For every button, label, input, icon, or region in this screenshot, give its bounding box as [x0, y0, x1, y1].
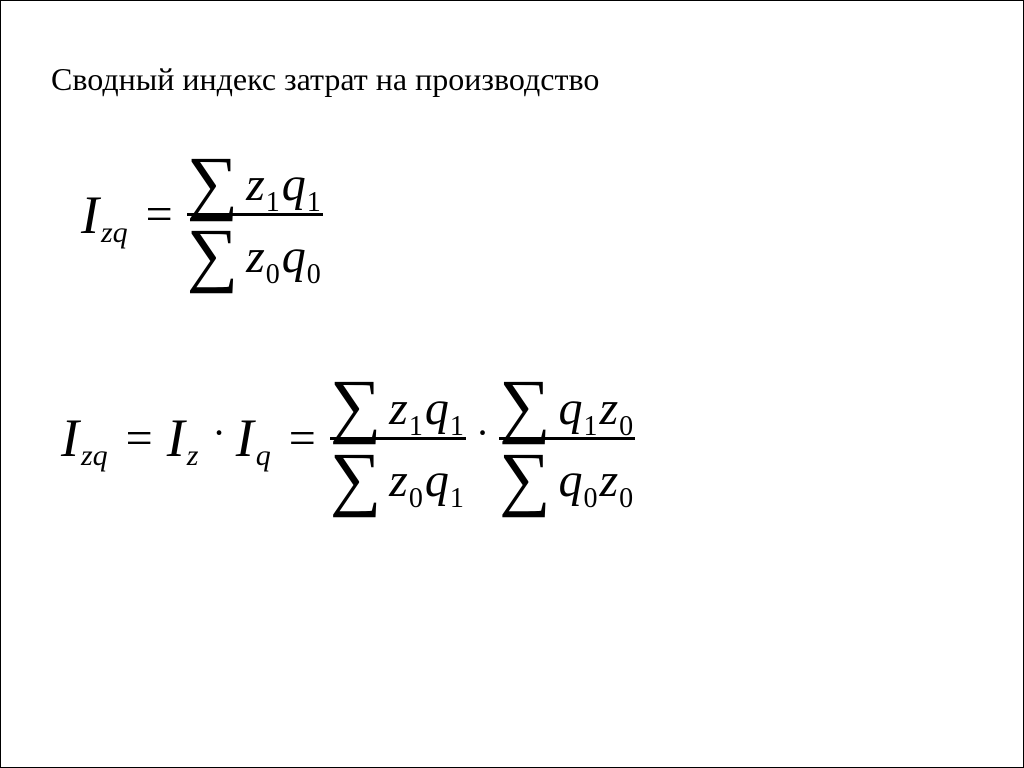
sub-0: 0 [307, 259, 321, 291]
equals-sign: = [146, 187, 173, 242]
fraction-z-index: ∑ z 1 q 1 ∑ z 0 q 1 [330, 371, 466, 504]
fraction-main: ∑ z 1 q 1 ∑ z 0 q 0 [187, 148, 323, 281]
sub-1: 1 [583, 411, 597, 443]
var-z: z [389, 457, 408, 505]
sub-1: 1 [450, 411, 464, 443]
denominator: ∑ z 0 q 0 [187, 220, 323, 281]
denominator: ∑ q 0 z 0 [499, 444, 635, 505]
fraction-q-index: ∑ q 1 z 0 ∑ q 0 z 0 [499, 371, 635, 504]
var-z: z [246, 233, 265, 281]
sub-0: 0 [619, 411, 633, 443]
multiply-dot: · [212, 409, 225, 456]
equals-sign: = [126, 411, 153, 466]
formula-cost-index: I zq = ∑ z 1 q 1 ∑ z 0 q 0 [81, 148, 973, 281]
slide: Сводный индекс затрат на производство I … [0, 0, 1024, 768]
formula-decomposition: I zq = I z · I q = ∑ z 1 q 1 ∑ z 0 q 1 [61, 371, 973, 504]
sub-1: 1 [450, 483, 464, 515]
sub-1: 1 [266, 187, 280, 219]
sigma-icon: ∑ [330, 375, 381, 436]
sub-0: 0 [583, 483, 597, 515]
symbol-I: I [236, 411, 254, 465]
var-q: q [425, 457, 449, 505]
symbol-I: I [167, 411, 185, 465]
subscript-zq: zq [101, 216, 128, 250]
subscript-q: q [256, 439, 271, 473]
sigma-icon: ∑ [187, 152, 238, 213]
symbol-I: I [61, 411, 79, 465]
sigma-icon: ∑ [499, 375, 550, 436]
var-z: z [599, 457, 618, 505]
numerator: ∑ z 1 q 1 [330, 371, 466, 432]
subscript-zq: zq [81, 439, 108, 473]
subscript-z: z [187, 439, 199, 473]
equals-sign: = [289, 411, 316, 466]
var-z: z [389, 385, 408, 433]
var-z: z [246, 161, 265, 209]
var-q: q [425, 385, 449, 433]
numerator: ∑ z 1 q 1 [187, 148, 323, 209]
denominator: ∑ z 0 q 1 [330, 444, 466, 505]
sub-1: 1 [307, 187, 321, 219]
numerator: ∑ q 1 z 0 [499, 371, 635, 432]
var-q: q [558, 385, 582, 433]
sigma-icon: ∑ [187, 224, 238, 285]
sigma-icon: ∑ [330, 448, 381, 509]
slide-title: Сводный индекс затрат на производство [51, 61, 973, 98]
sub-1: 1 [409, 411, 423, 443]
sub-0: 0 [619, 483, 633, 515]
multiply-dot: · [476, 409, 489, 456]
sigma-icon: ∑ [499, 448, 550, 509]
var-q: q [558, 457, 582, 505]
sub-0: 0 [266, 259, 280, 291]
var-z: z [599, 385, 618, 433]
sub-0: 0 [409, 483, 423, 515]
var-q: q [282, 161, 306, 209]
symbol-I: I [81, 188, 99, 242]
var-q: q [282, 233, 306, 281]
